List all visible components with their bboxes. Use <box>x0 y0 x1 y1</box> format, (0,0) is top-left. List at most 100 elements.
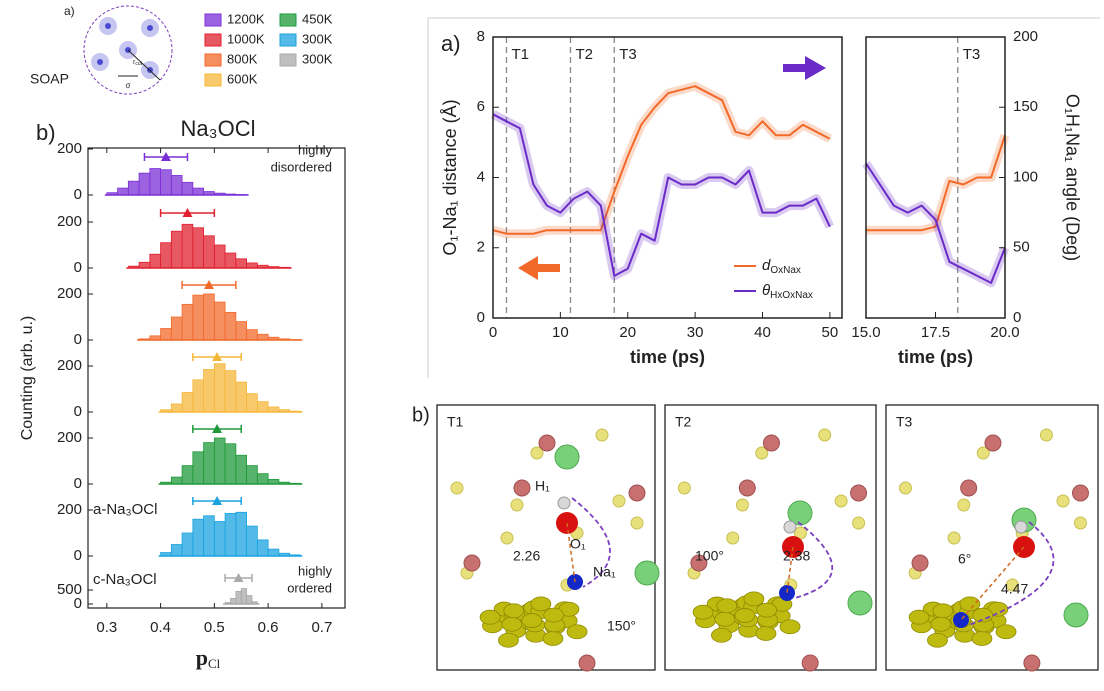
x-axis-label-sub: Cl <box>208 656 221 671</box>
bar <box>278 338 291 341</box>
bar <box>278 481 291 485</box>
legend-label-sub: OxNax <box>770 265 801 276</box>
x-tick-label: 15.0 <box>851 324 880 341</box>
x-tick-label: 17.5 <box>921 324 950 341</box>
y-tick-label: 4 <box>477 168 485 185</box>
legend-label: 300K <box>302 31 333 46</box>
bar <box>267 266 280 269</box>
trajectory-blob <box>734 608 756 623</box>
atom-o <box>960 479 978 497</box>
legend-swatch <box>279 13 297 27</box>
trajectory-blob <box>908 609 930 625</box>
trajectory-blob <box>971 631 993 646</box>
trajectory-blob <box>932 603 954 619</box>
trajectory-blob <box>930 616 952 632</box>
atom-o <box>538 434 556 452</box>
bar <box>203 442 215 485</box>
atom-cl <box>735 498 749 512</box>
atom-cl <box>1056 494 1070 508</box>
bar <box>267 478 280 485</box>
bar <box>235 321 248 341</box>
atom-na1 <box>779 585 795 601</box>
plot-frame <box>87 147 346 609</box>
legend-swatch <box>279 33 297 47</box>
legend-label: θHxOxNax <box>762 282 813 301</box>
bar <box>256 473 269 485</box>
atom-cl <box>612 494 626 508</box>
bar <box>256 264 269 269</box>
atom-cl <box>1073 516 1087 530</box>
y-tick-label: 200 <box>57 357 82 374</box>
bar <box>192 451 204 485</box>
atom-na <box>634 560 660 586</box>
series-label: a-Na₃OCl <box>93 501 157 518</box>
bar <box>246 262 258 269</box>
snapshot: T2 100° 2.38 <box>664 404 877 672</box>
bar <box>149 253 161 269</box>
atom-cl <box>1039 428 1053 442</box>
atom-na <box>1063 602 1089 628</box>
angle-arc <box>571 497 611 588</box>
atom-cl <box>957 498 971 512</box>
snapshot-label: T1 <box>447 414 464 430</box>
soap-radius <box>127 49 161 81</box>
trajectory-blob <box>530 596 552 612</box>
mean-marker <box>203 280 214 289</box>
bar <box>256 539 269 557</box>
bar <box>213 521 226 557</box>
trajectory-blob <box>542 631 564 646</box>
bar <box>203 191 215 196</box>
panel-label: a) <box>64 4 75 18</box>
atom-o <box>1023 654 1041 672</box>
bar <box>160 242 172 269</box>
y-tick-label: 200 <box>57 501 82 518</box>
soap-atom <box>147 25 153 31</box>
bar <box>289 410 301 413</box>
bar <box>138 261 151 269</box>
bar <box>160 169 172 196</box>
trajectory-blob <box>755 626 777 641</box>
legend-label: 1200K <box>227 11 265 26</box>
bar <box>246 525 258 557</box>
distance-line <box>786 546 794 594</box>
bar <box>240 588 248 605</box>
atom-o <box>911 554 929 572</box>
trajectory-blob <box>972 607 994 623</box>
x-tick-label: 0 <box>489 324 497 341</box>
mean-marker <box>160 152 171 161</box>
annotation: ordered <box>287 580 332 595</box>
bar <box>170 403 183 413</box>
trajectory-blob <box>543 607 565 623</box>
y-tick-label: 200 <box>57 429 82 446</box>
y-tick-label: 8 <box>477 28 485 45</box>
annotation: 2.38 <box>783 548 810 564</box>
atom-cl <box>1005 578 1019 592</box>
atom-cl <box>852 516 866 530</box>
distance-line <box>566 522 576 583</box>
bar <box>213 244 226 269</box>
bar <box>203 369 215 413</box>
atom-o <box>513 479 531 497</box>
bar <box>170 316 183 341</box>
snapshot-label: T2 <box>675 414 692 430</box>
legend-label: 800K <box>227 51 258 66</box>
legend-label: dOxNax <box>762 257 801 276</box>
bar <box>278 266 291 269</box>
annotation: 2.26 <box>513 548 540 564</box>
distance-line <box>960 546 1025 621</box>
legend-label: 1000K <box>227 31 265 46</box>
legend-label: 300K <box>302 51 333 66</box>
bar <box>246 329 258 341</box>
atom-h1 <box>1014 520 1028 534</box>
bar <box>160 328 172 341</box>
x-tick-label: 0.5 <box>204 619 225 636</box>
series-label: c-Na₃OCl <box>93 571 157 588</box>
soap-circle <box>83 5 173 95</box>
bar <box>149 168 161 196</box>
legend-label-sub: HxOxNax <box>770 290 813 301</box>
atom-o <box>1071 484 1089 502</box>
atom-o <box>850 484 868 502</box>
bar <box>230 598 237 605</box>
bar <box>181 532 194 557</box>
bar <box>267 336 280 341</box>
